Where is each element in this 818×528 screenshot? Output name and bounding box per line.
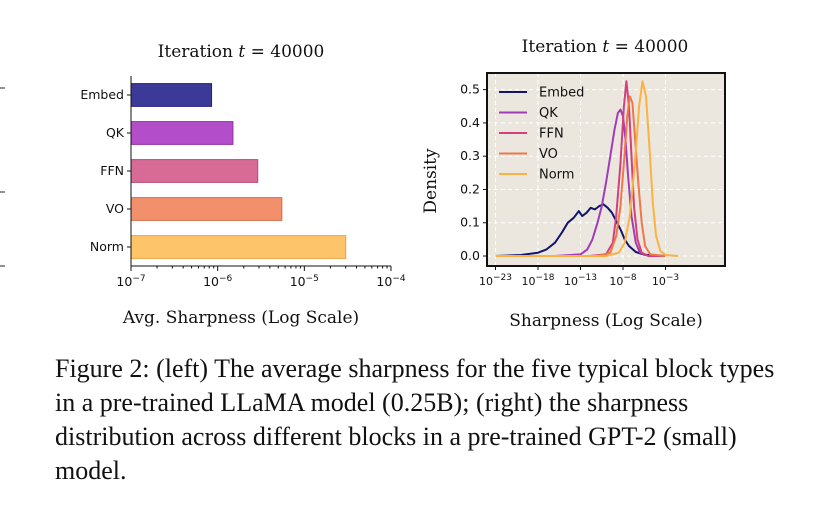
right-x-axis-label: Sharpness (Log Scale)	[509, 311, 702, 331]
y-tick-label: 0.5	[460, 82, 480, 97]
x-tick-label: 10−18	[522, 273, 555, 288]
left-x-axis-label: Avg. Sharpness (Log Scale)	[122, 308, 359, 328]
right-chart: Iteration t = 40000 Embed QK FFN VO Norm 0.0…	[421, 37, 726, 331]
x-tick-label: 10−4	[376, 274, 405, 289]
left-bars	[130, 83, 347, 259]
bar-ffn	[130, 159, 259, 183]
x-tick-label: 10−7	[116, 274, 145, 289]
y-tick-label: VO	[106, 201, 124, 216]
legend-label-vo: VO	[539, 147, 558, 162]
x-tick-label: 10−3	[652, 273, 679, 288]
y-tick-label: 0.2	[460, 181, 480, 196]
right-plot-background	[487, 73, 725, 266]
left-chart: Iteration t = 40000 Embed QK FFN VO Norm 10−…	[80, 42, 405, 328]
density-line-vo	[495, 95, 666, 257]
legend-label-norm: Norm	[539, 168, 574, 183]
y-tick-label: 0.0	[460, 248, 480, 263]
legend-label-qk: QK	[539, 106, 558, 121]
cropped-text-fragment	[55, 508, 795, 528]
right-y-ticks: 0.0 0.1 0.2 0.3 0.4 0.5	[460, 82, 487, 263]
x-tick-label: 10−5	[290, 274, 319, 289]
y-tick-label: 0.1	[460, 215, 480, 230]
density-line-ffn	[495, 80, 666, 257]
x-tick-label: 10−8	[609, 273, 637, 288]
right-y-axis-label: Density	[421, 148, 441, 214]
right-chart-title: Iteration t = 40000	[522, 37, 689, 57]
figure-caption: Figure 2: (left) The average sharpness f…	[55, 354, 775, 485]
left-x-ticks: 10−7 10−6 10−5 10−4	[116, 266, 406, 289]
legend-label-ffn: FFN	[539, 127, 564, 142]
x-tick-label: 10−23	[479, 273, 512, 288]
bar-qk	[130, 121, 234, 145]
right-density-lines	[495, 80, 679, 257]
y-tick-label: Embed	[80, 87, 124, 102]
right-legend: Embed QK FFN VO Norm	[499, 86, 584, 183]
left-y-ticks: Embed QK FFN VO Norm	[80, 87, 131, 254]
y-tick-label: QK	[106, 125, 125, 140]
left-chart-title: Iteration t = 40000	[158, 42, 325, 62]
bar-norm	[130, 235, 347, 259]
density-line-qk	[495, 108, 666, 257]
bar-embed	[130, 83, 213, 107]
bar-vo	[130, 197, 283, 221]
right-plot-frame	[486, 72, 726, 267]
page-edge-marks	[0, 87, 5, 267]
y-tick-label: Norm	[90, 239, 124, 254]
right-x-ticks: 10−23 10−18 10−13 10−8 10−3	[479, 266, 679, 288]
legend-label-embed: Embed	[539, 86, 584, 101]
y-tick-label: FFN	[100, 163, 124, 178]
y-tick-label: 0.3	[460, 148, 480, 163]
x-tick-label: 10−6	[203, 274, 232, 289]
density-line-norm	[495, 80, 679, 257]
figure-2: Iteration t = 40000 Embed QK FFN VO Norm 10−…	[0, 37, 726, 331]
x-tick-label: 10−13	[564, 273, 597, 288]
y-tick-label: 0.4	[460, 115, 480, 130]
